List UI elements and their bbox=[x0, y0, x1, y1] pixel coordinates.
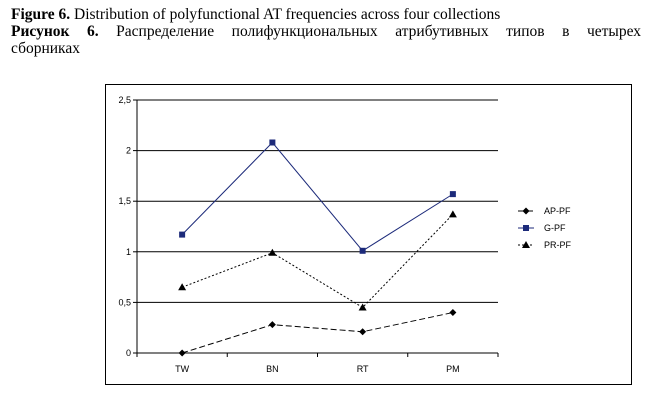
grid bbox=[133, 99, 499, 357]
legend-label: PR-PF bbox=[544, 240, 572, 250]
y-tick-label: 1,5 bbox=[118, 196, 131, 206]
series-lines bbox=[181, 141, 454, 354]
data-point-AP-PF bbox=[268, 321, 276, 329]
figure-label-ru: Рисунок 6. bbox=[11, 23, 99, 40]
data-point-AP-PF bbox=[178, 349, 186, 357]
x-category-label: TW bbox=[175, 364, 189, 374]
y-tick-label: 2,5 bbox=[118, 95, 131, 105]
legend-marker bbox=[522, 207, 530, 215]
data-point-G-PF bbox=[269, 139, 276, 146]
figure-title-ru: Распределение полифункциональных атрибут… bbox=[116, 23, 642, 40]
data-point-AP-PF bbox=[359, 328, 367, 336]
figure-title-ru-cont: сборниках bbox=[11, 40, 80, 57]
legend-label: AP-PF bbox=[544, 206, 571, 216]
figure-title: Distribution of polyfunctional AT freque… bbox=[70, 6, 501, 23]
x-axis-labels: TW BN RT PM bbox=[175, 364, 460, 374]
x-category-label: PM bbox=[446, 364, 460, 374]
legend-label: G-PF bbox=[544, 223, 566, 233]
legend-marker bbox=[522, 241, 530, 248]
y-tick-label: 0 bbox=[126, 348, 131, 358]
data-point-G-PF bbox=[179, 231, 186, 238]
caption-line-ru: Рисунок 6. Распределение полифункциональ… bbox=[11, 23, 641, 40]
figure-caption: Figure 6. Distribution of polyfunctional… bbox=[11, 6, 641, 57]
y-tick-label: 2 bbox=[126, 146, 131, 156]
data-point-G-PF bbox=[359, 247, 366, 254]
legend-marker bbox=[523, 225, 529, 231]
series-line-PR-PF bbox=[181, 214, 454, 309]
data-point-PR-PF bbox=[358, 303, 367, 311]
data-point-PR-PF bbox=[178, 283, 187, 291]
data-point-PR-PF bbox=[268, 248, 277, 256]
y-tick-label: 1 bbox=[126, 247, 131, 257]
legend: AP-PF G-PF PR-PF bbox=[518, 206, 572, 250]
caption-line-en: Figure 6. Distribution of polyfunctional… bbox=[11, 6, 641, 23]
data-point-PR-PF bbox=[448, 210, 457, 218]
data-point-G-PF bbox=[449, 191, 456, 198]
figure-label: Figure 6. bbox=[11, 6, 71, 23]
y-tick-label: 0,5 bbox=[118, 297, 131, 307]
x-category-label: RT bbox=[357, 364, 369, 374]
x-category-label: BN bbox=[266, 364, 279, 374]
chart-frame bbox=[105, 84, 632, 385]
data-point-AP-PF bbox=[449, 309, 457, 317]
series-line-G-PF bbox=[181, 141, 454, 252]
series-line-AP-PF bbox=[181, 312, 453, 354]
series-markers bbox=[178, 139, 457, 357]
y-axis-ticks: 0 0,5 1 1,5 2 2,5 bbox=[118, 95, 131, 358]
